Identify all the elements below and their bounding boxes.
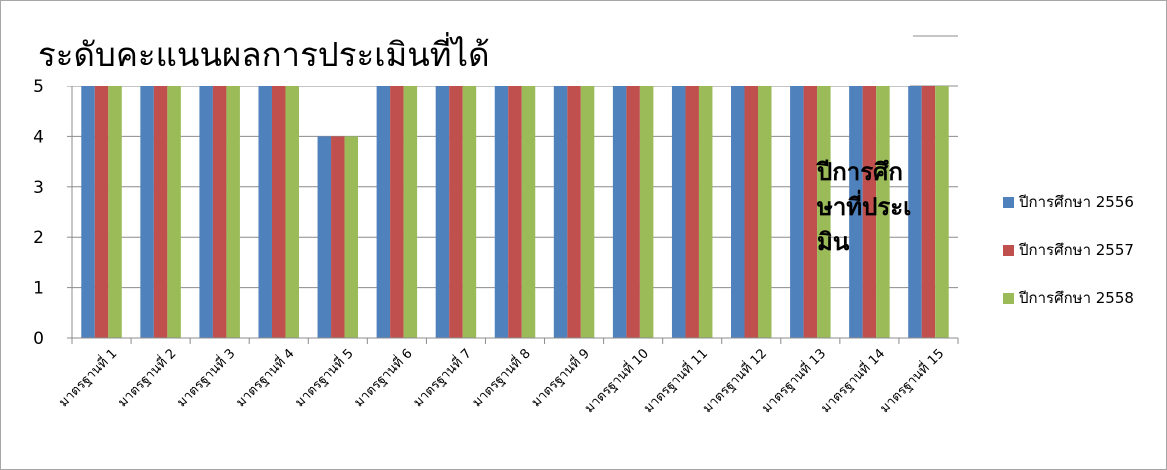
y-tick-label: 5 [33, 77, 44, 97]
bar [435, 86, 450, 338]
chart-legend: ปีการศึกษา 2556 ปีการศึกษา 2557 ปีการศึก… [1003, 178, 1134, 322]
bar [626, 86, 640, 338]
bar [390, 86, 404, 338]
bar [212, 86, 227, 338]
bar [790, 86, 804, 338]
bar [744, 86, 759, 338]
x-tick-label: มาตรฐานที่ 1 [55, 345, 121, 411]
legend-item: ปีการศึกษา 2557 [1003, 226, 1134, 274]
legend-item: ปีการศึกษา 2558 [1003, 274, 1134, 322]
legend-label: ปีการศึกษา 2557 [1019, 241, 1134, 259]
bar [817, 86, 831, 338]
bar [849, 86, 863, 338]
bar [140, 86, 154, 338]
bar [271, 86, 286, 338]
bar [580, 86, 595, 338]
bar [462, 86, 477, 338]
bar [167, 86, 181, 338]
bar [403, 86, 418, 338]
legend-label: ปีการศึกษา 2558 [1019, 289, 1134, 307]
x-tick-label: มาตรฐานที่ 4 [232, 345, 298, 411]
x-tick-label: มาตรฐานที่ 7 [409, 345, 475, 411]
bar [935, 86, 949, 338]
y-tick-label: 3 [33, 178, 44, 198]
legend-item: ปีการศึกษา 2556 [1003, 178, 1134, 226]
bar [376, 86, 391, 338]
bar [731, 86, 745, 338]
bar [567, 86, 581, 338]
chart-title: ระดับคะแนนผลการประเมินที่ได้ [38, 35, 490, 74]
legend-swatch [1003, 244, 1014, 256]
x-tick-label: มาตรฐานที่ 9 [527, 345, 593, 411]
bar [862, 86, 877, 338]
x-tick-label: มาตรฐานที่ 3 [173, 345, 239, 411]
bar [685, 86, 699, 338]
bar [285, 86, 299, 338]
bar [344, 136, 359, 338]
y-tick-label: 0 [33, 329, 44, 349]
y-tick-label: 4 [33, 127, 44, 147]
bar [639, 86, 654, 338]
bar [803, 86, 818, 338]
bar [494, 86, 509, 338]
bar [553, 86, 568, 338]
bar [612, 86, 627, 338]
legend-swatch [1003, 292, 1014, 304]
overlay-annotation: ปีการศึกษาที่ประเมิน [817, 158, 912, 256]
bar [81, 86, 95, 338]
bar [758, 86, 772, 338]
title-band [60, 70, 910, 86]
bar [876, 86, 890, 338]
y-tick-label: 2 [33, 228, 44, 248]
bar [226, 86, 240, 338]
bar [921, 86, 936, 338]
bar [199, 86, 213, 338]
bar [94, 86, 109, 338]
bar [331, 136, 345, 338]
x-tick-label: มาตรฐานที่ 6 [350, 345, 416, 411]
y-tick-label: 1 [33, 279, 44, 299]
bar [671, 86, 686, 338]
bar [153, 86, 168, 338]
legend-label: ปีการศึกษา 2556 [1019, 193, 1134, 211]
bar [908, 86, 922, 338]
bar [258, 86, 272, 338]
bar [508, 86, 522, 338]
bar [449, 86, 463, 338]
legend-swatch [1003, 196, 1014, 208]
x-tick-label: มาตรฐานที่ 8 [468, 345, 534, 411]
x-tick-label: มาตรฐานที่ 2 [114, 345, 180, 411]
bar [521, 86, 536, 338]
bar [317, 136, 332, 338]
x-tick-label: มาตรฐานที่ 5 [291, 345, 357, 411]
bar [698, 86, 713, 338]
bar [108, 86, 122, 338]
